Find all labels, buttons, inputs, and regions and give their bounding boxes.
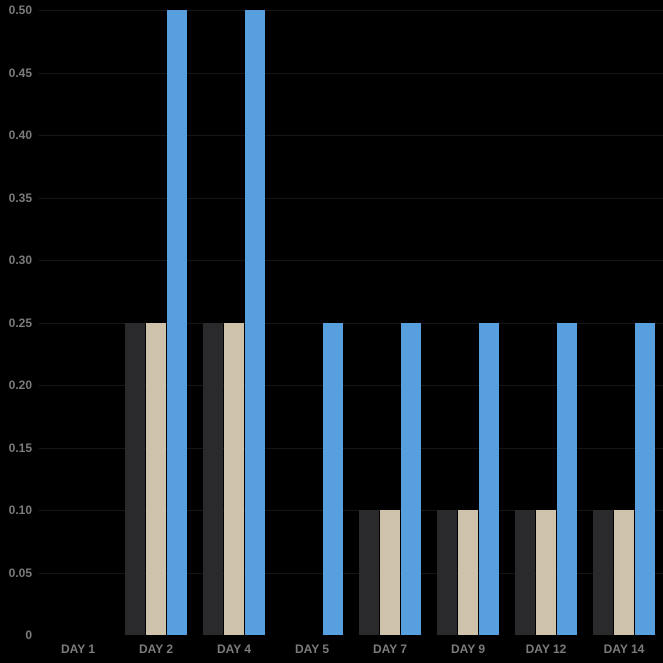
gridline-0.45 (39, 72, 663, 74)
gridline-0.15 (39, 447, 663, 449)
x-tick-label-day-5: DAY 5 (294, 642, 330, 656)
x-tick-label-day-2: DAY 2 (138, 642, 174, 656)
gridline-0.25 (39, 322, 663, 324)
y-tick-label-0.30: 0.30 (8, 253, 32, 267)
bar-blue-day-14 (635, 322, 655, 635)
gridline-0.20 (39, 385, 663, 386)
y-tick-label-0.40: 0.40 (8, 128, 32, 142)
y-tick-label-0.25: 0.25 (8, 315, 32, 330)
gridline-0.05 (39, 572, 663, 574)
y-tick-label-0.15: 0.15 (8, 440, 32, 455)
x-tick-label-day-7: DAY 7 (372, 642, 408, 656)
y-tick-label-0.10: 0.10 (8, 503, 32, 517)
x-tick-label-day-4: DAY 4 (216, 642, 252, 656)
plot-area (39, 0, 663, 663)
bar-blue-day-9 (479, 322, 499, 635)
bar-dark-gray-day-9 (437, 510, 457, 635)
bar-tan-day-2 (146, 322, 166, 635)
bar-tan-day-12 (536, 510, 556, 635)
bar-dark-gray-day-7 (359, 510, 379, 635)
bar-dark-gray-day-4 (203, 322, 223, 635)
x-tick-label-day-14: DAY 14 (603, 642, 645, 656)
x-tick-label-day-1: DAY 1 (60, 642, 96, 656)
bar-blue-day-4 (245, 10, 265, 635)
x-tick-label-day-12: DAY 12 (525, 642, 567, 656)
bar-dark-gray-day-12 (515, 510, 535, 635)
bar-blue-day-5 (323, 322, 343, 635)
y-tick-label-0.50: 0.50 (8, 3, 32, 17)
bar-tan-day-4 (224, 322, 244, 635)
bar-tan-day-9 (458, 510, 478, 635)
y-tick-label-0: 0 (25, 628, 32, 642)
gridline-0.10 (39, 510, 663, 511)
bar-dark-gray-day-2 (125, 322, 145, 635)
gridline-0.35 (39, 197, 663, 199)
bar-tan-day-7 (380, 510, 400, 635)
bar-blue-day-2 (167, 10, 187, 635)
bar-blue-day-7 (401, 322, 421, 635)
gridline-0.50 (39, 10, 663, 11)
bar-dark-gray-day-14 (593, 510, 613, 635)
y-tick-label-0.20: 0.20 (8, 378, 32, 392)
bar-blue-day-12 (557, 322, 577, 635)
y-tick-label-0.05: 0.05 (8, 565, 32, 580)
y-tick-label-0.35: 0.35 (8, 190, 32, 205)
gridline-0.40 (39, 135, 663, 136)
gridline-0.30 (39, 260, 663, 261)
bar-tan-day-14 (614, 510, 634, 635)
x-tick-label-day-9: DAY 9 (450, 642, 486, 656)
y-tick-label-0.45: 0.45 (8, 65, 32, 80)
